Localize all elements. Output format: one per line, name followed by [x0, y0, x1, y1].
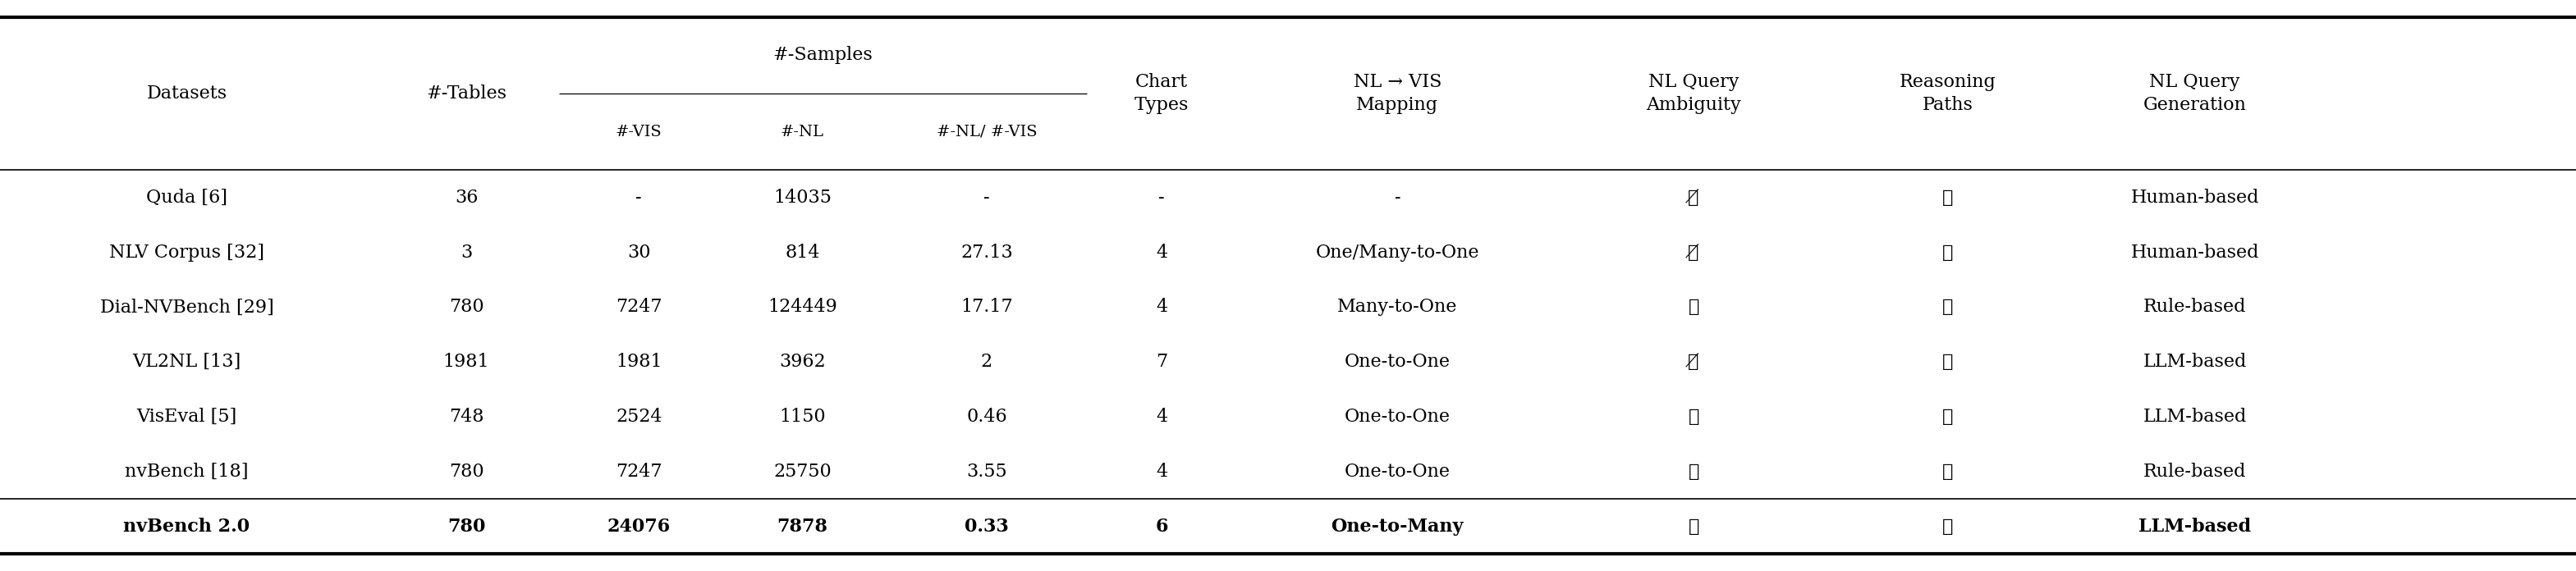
Text: 6: 6 [1157, 517, 1167, 536]
Text: 2524: 2524 [616, 408, 662, 426]
Text: Rule-based: Rule-based [2143, 463, 2246, 481]
Text: 4: 4 [1157, 243, 1167, 262]
Text: 780: 780 [448, 463, 484, 481]
Text: 7878: 7878 [778, 517, 827, 536]
Text: 30: 30 [626, 243, 652, 262]
Text: ✗: ✗ [1942, 243, 1953, 262]
Text: ✗: ✗ [1942, 188, 1953, 207]
Text: ✗: ✗ [1687, 408, 1700, 426]
Text: 0.33: 0.33 [963, 517, 1010, 536]
Text: 1981: 1981 [616, 353, 662, 371]
Text: ✓̸: ✓̸ [1687, 243, 1700, 262]
Text: 25750: 25750 [773, 463, 832, 481]
Text: 780: 780 [448, 298, 484, 316]
Text: ✓̸: ✓̸ [1687, 188, 1700, 207]
Text: 4: 4 [1157, 298, 1167, 316]
Text: 814: 814 [786, 243, 819, 262]
Text: One/Many-to-One: One/Many-to-One [1316, 243, 1479, 262]
Text: nvBench 2.0: nvBench 2.0 [124, 517, 250, 536]
Text: 7: 7 [1157, 353, 1167, 371]
Text: 1981: 1981 [443, 353, 489, 371]
Text: 3962: 3962 [778, 353, 827, 371]
Text: 780: 780 [448, 517, 484, 536]
Text: ✗: ✗ [1942, 353, 1953, 371]
Text: LLM-based: LLM-based [2143, 408, 2246, 426]
Text: NLV Corpus [32]: NLV Corpus [32] [108, 243, 265, 262]
Text: ✗: ✗ [1942, 408, 1953, 426]
Text: ✓: ✓ [1687, 517, 1700, 536]
Text: #-Samples: #-Samples [773, 46, 873, 65]
Text: ✗: ✗ [1942, 463, 1953, 481]
Text: -: - [1394, 188, 1401, 207]
Text: VisEval [5]: VisEval [5] [137, 408, 237, 426]
Text: One-to-One: One-to-One [1345, 353, 1450, 371]
Text: 24076: 24076 [608, 517, 670, 536]
Text: -: - [1159, 188, 1164, 207]
Text: ✗: ✗ [1687, 463, 1700, 481]
Text: 4: 4 [1157, 463, 1167, 481]
Text: ✗: ✗ [1942, 298, 1953, 316]
Text: 124449: 124449 [768, 298, 837, 316]
Text: 2: 2 [981, 353, 992, 371]
Text: nvBench [18]: nvBench [18] [126, 463, 247, 481]
Text: Quda [6]: Quda [6] [147, 188, 227, 207]
Text: Rule-based: Rule-based [2143, 298, 2246, 316]
Text: Reasoning
Paths: Reasoning Paths [1899, 73, 1996, 114]
Text: -: - [984, 188, 989, 207]
Text: Human-based: Human-based [2130, 243, 2259, 262]
Text: 748: 748 [448, 408, 484, 426]
Text: VL2NL [13]: VL2NL [13] [131, 353, 242, 371]
Text: 36: 36 [453, 188, 479, 207]
Text: 3.55: 3.55 [966, 463, 1007, 481]
Text: 17.17: 17.17 [961, 298, 1012, 316]
Text: NL Query
Generation: NL Query Generation [2143, 73, 2246, 114]
Text: 3: 3 [461, 243, 471, 262]
Text: Chart
Types: Chart Types [1133, 73, 1190, 114]
Text: Human-based: Human-based [2130, 188, 2259, 207]
Text: 7247: 7247 [616, 298, 662, 316]
Text: ✓: ✓ [1942, 517, 1953, 536]
Text: #-NL/ #-VIS: #-NL/ #-VIS [935, 124, 1038, 139]
Text: Dial-NVBench [29]: Dial-NVBench [29] [100, 298, 273, 316]
Text: NL → VIS
Mapping: NL → VIS Mapping [1352, 73, 1443, 114]
Text: #-Tables: #-Tables [425, 85, 507, 103]
Text: Many-to-One: Many-to-One [1337, 298, 1458, 316]
Text: 14035: 14035 [773, 188, 832, 207]
Text: LLM-based: LLM-based [2138, 517, 2251, 536]
Text: 7247: 7247 [616, 463, 662, 481]
Text: -: - [636, 188, 641, 207]
Text: One-to-One: One-to-One [1345, 463, 1450, 481]
Text: LLM-based: LLM-based [2143, 353, 2246, 371]
Text: One-to-One: One-to-One [1345, 408, 1450, 426]
Text: ✗: ✗ [1687, 298, 1700, 316]
Text: #-VIS: #-VIS [616, 124, 662, 139]
Text: Datasets: Datasets [147, 85, 227, 103]
Text: NL Query
Ambiguity: NL Query Ambiguity [1646, 73, 1741, 114]
Text: 0.46: 0.46 [966, 408, 1007, 426]
Text: 27.13: 27.13 [961, 243, 1012, 262]
Text: #-NL: #-NL [781, 124, 824, 139]
Text: 4: 4 [1157, 408, 1167, 426]
Text: One-to-Many: One-to-Many [1332, 517, 1463, 536]
Text: ✓̸: ✓̸ [1687, 353, 1700, 371]
Text: 1150: 1150 [778, 408, 827, 426]
